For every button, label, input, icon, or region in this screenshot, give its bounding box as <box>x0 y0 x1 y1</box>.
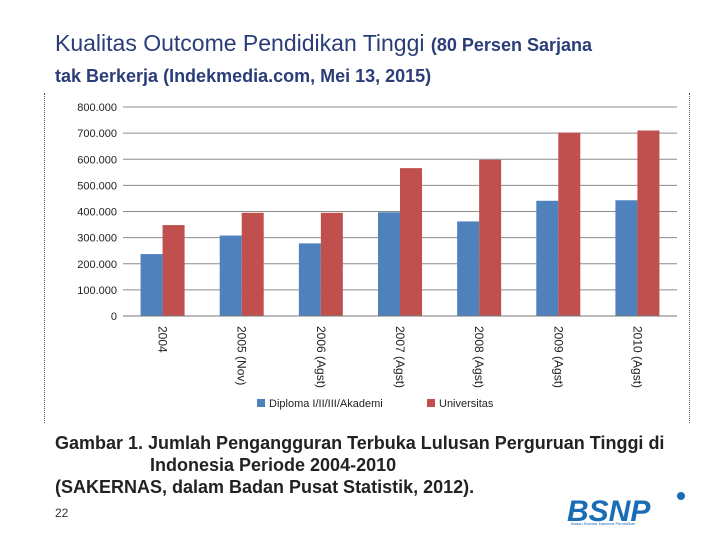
bar-chart: 0 100.000 200.000 300.000 400.000 500.000 600.… <box>77 102 677 410</box>
bar-diploma <box>378 212 400 316</box>
y-tick-label: 800.000 <box>77 102 117 114</box>
y-tick-label: 400.000 <box>77 207 117 219</box>
slide-title: Kualitas Outcome Pendidikan Tinggi (80 P… <box>55 30 592 57</box>
logo-tagline: Badan Standar Nasional Pendidikan <box>571 521 636 526</box>
x-tick-label: 2004 <box>156 326 170 353</box>
x-tick-label: 2008 (Agst) <box>472 326 486 388</box>
bar-universitas <box>479 159 502 316</box>
caption-line-3: (SAKERNAS, dalam Badan Pusat Statistik, … <box>55 477 475 497</box>
caption-line-2: Indonesia Periode 2004-2010 <box>150 455 397 475</box>
legend-label: Universitas <box>439 398 494 410</box>
bar-diploma <box>457 221 480 316</box>
bsnp-logo: BSNP <box>567 492 685 528</box>
bar-universitas <box>637 130 660 316</box>
page-number: 22 <box>55 506 69 520</box>
y-tick-label: 200.000 <box>77 259 117 271</box>
chart-frame <box>44 93 690 423</box>
bar-diploma <box>615 200 638 316</box>
bar-universitas <box>558 132 581 316</box>
bar-diploma <box>298 243 321 316</box>
y-tick-label: 500.000 <box>77 180 117 192</box>
bar-universitas <box>320 212 343 316</box>
bar-diploma <box>140 254 163 316</box>
figure-caption: Gambar 1. Jumlah Pengangguran Terbuka Lu… <box>55 432 664 498</box>
x-tick-label: 2010 (Agst) <box>630 326 644 388</box>
logo-text: BSNP <box>567 495 651 528</box>
slide-title-line2: tak Berkerja (Indekmedia.com, Mei 13, 20… <box>55 66 432 86</box>
bar-diploma <box>536 200 559 316</box>
legend-label: Diploma I/II/III/Akademi <box>269 398 383 410</box>
slide-title-sub: (80 Persen Sarjana <box>430 35 592 55</box>
bar-diploma <box>219 235 242 316</box>
chart-container: 0 100.000 200.000 300.000 400.000 500.000 600.… <box>45 93 687 428</box>
bar-universitas <box>400 168 422 316</box>
x-tick-label: 2009 (Agst) <box>551 326 565 388</box>
y-tick-label: 300.000 <box>77 233 117 245</box>
x-tick-label: 2005 (Nov) <box>235 326 249 385</box>
slide-title-main: Kualitas Outcome Pendidikan Tinggi <box>55 30 425 56</box>
y-tick-label: 100.000 <box>77 285 117 297</box>
x-tick-label: 2007 (Agst) <box>393 326 407 388</box>
logo-dot-icon <box>677 492 685 500</box>
legend-swatch <box>427 399 435 407</box>
bar-universitas <box>241 212 264 316</box>
legend-swatch <box>257 399 265 407</box>
y-tick-label: 0 <box>111 311 117 323</box>
y-tick-label: 600.000 <box>77 154 117 166</box>
bar-universitas <box>162 225 185 316</box>
x-tick-label: 2006 (Agst) <box>314 326 328 388</box>
caption-line-1: Gambar 1. Jumlah Pengangguran Terbuka Lu… <box>55 433 665 453</box>
y-tick-label: 700.000 <box>77 128 117 140</box>
